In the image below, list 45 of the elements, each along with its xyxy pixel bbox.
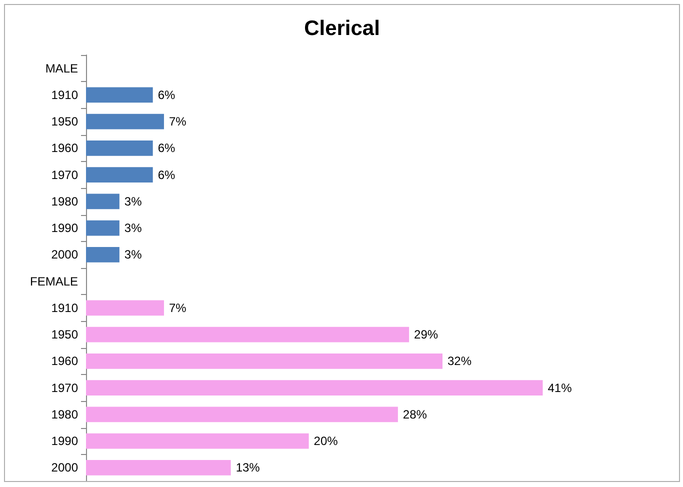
data-label: 6% <box>158 141 176 156</box>
bar <box>86 326 410 342</box>
bar <box>86 433 309 449</box>
data-label: 6% <box>158 88 176 102</box>
bar <box>86 246 120 262</box>
bar <box>86 380 543 396</box>
data-label: 20% <box>314 434 338 448</box>
data-label: 7% <box>168 300 187 315</box>
bar <box>86 460 231 476</box>
data-label: 3% <box>124 194 142 208</box>
y-tick-label: FEMALE <box>30 274 78 288</box>
y-tick-label: 1970 <box>51 168 78 182</box>
data-label: 29% <box>414 328 438 342</box>
y-tick-label: 1950 <box>51 114 78 129</box>
bar <box>86 300 164 316</box>
data-label: 3% <box>124 248 142 262</box>
bar <box>86 140 153 156</box>
y-tick-label: MALE <box>45 61 78 76</box>
bar <box>86 87 153 103</box>
y-tick-label: 1950 <box>51 328 78 342</box>
y-tick-label: 2000 <box>51 248 78 262</box>
y-tick-label: 1980 <box>51 407 78 422</box>
data-label: 41% <box>548 380 572 395</box>
bar <box>86 167 153 183</box>
data-label: 7% <box>168 114 187 129</box>
y-tick-label: 1960 <box>51 141 78 156</box>
bar <box>86 406 398 422</box>
bar <box>86 353 442 369</box>
y-tick-label: 1990 <box>51 221 78 236</box>
data-label: 28% <box>402 407 428 422</box>
y-tick-label: 1980 <box>51 194 78 208</box>
data-label: 32% <box>447 354 472 368</box>
data-label: 6% <box>158 168 176 182</box>
y-tick-label: 1910 <box>51 300 78 315</box>
y-tick-label: 1990 <box>51 434 78 448</box>
data-label: 13% <box>236 460 260 475</box>
bar <box>86 220 120 236</box>
y-tick-label: 1970 <box>51 380 78 395</box>
bar <box>86 194 120 210</box>
y-tick-label: 1910 <box>51 88 78 102</box>
y-tick-label: 2000 <box>51 460 78 475</box>
data-label: 3% <box>124 221 142 236</box>
chart-title: Clerical <box>304 17 380 40</box>
bar <box>86 114 164 130</box>
y-tick-label: 1960 <box>51 354 78 368</box>
